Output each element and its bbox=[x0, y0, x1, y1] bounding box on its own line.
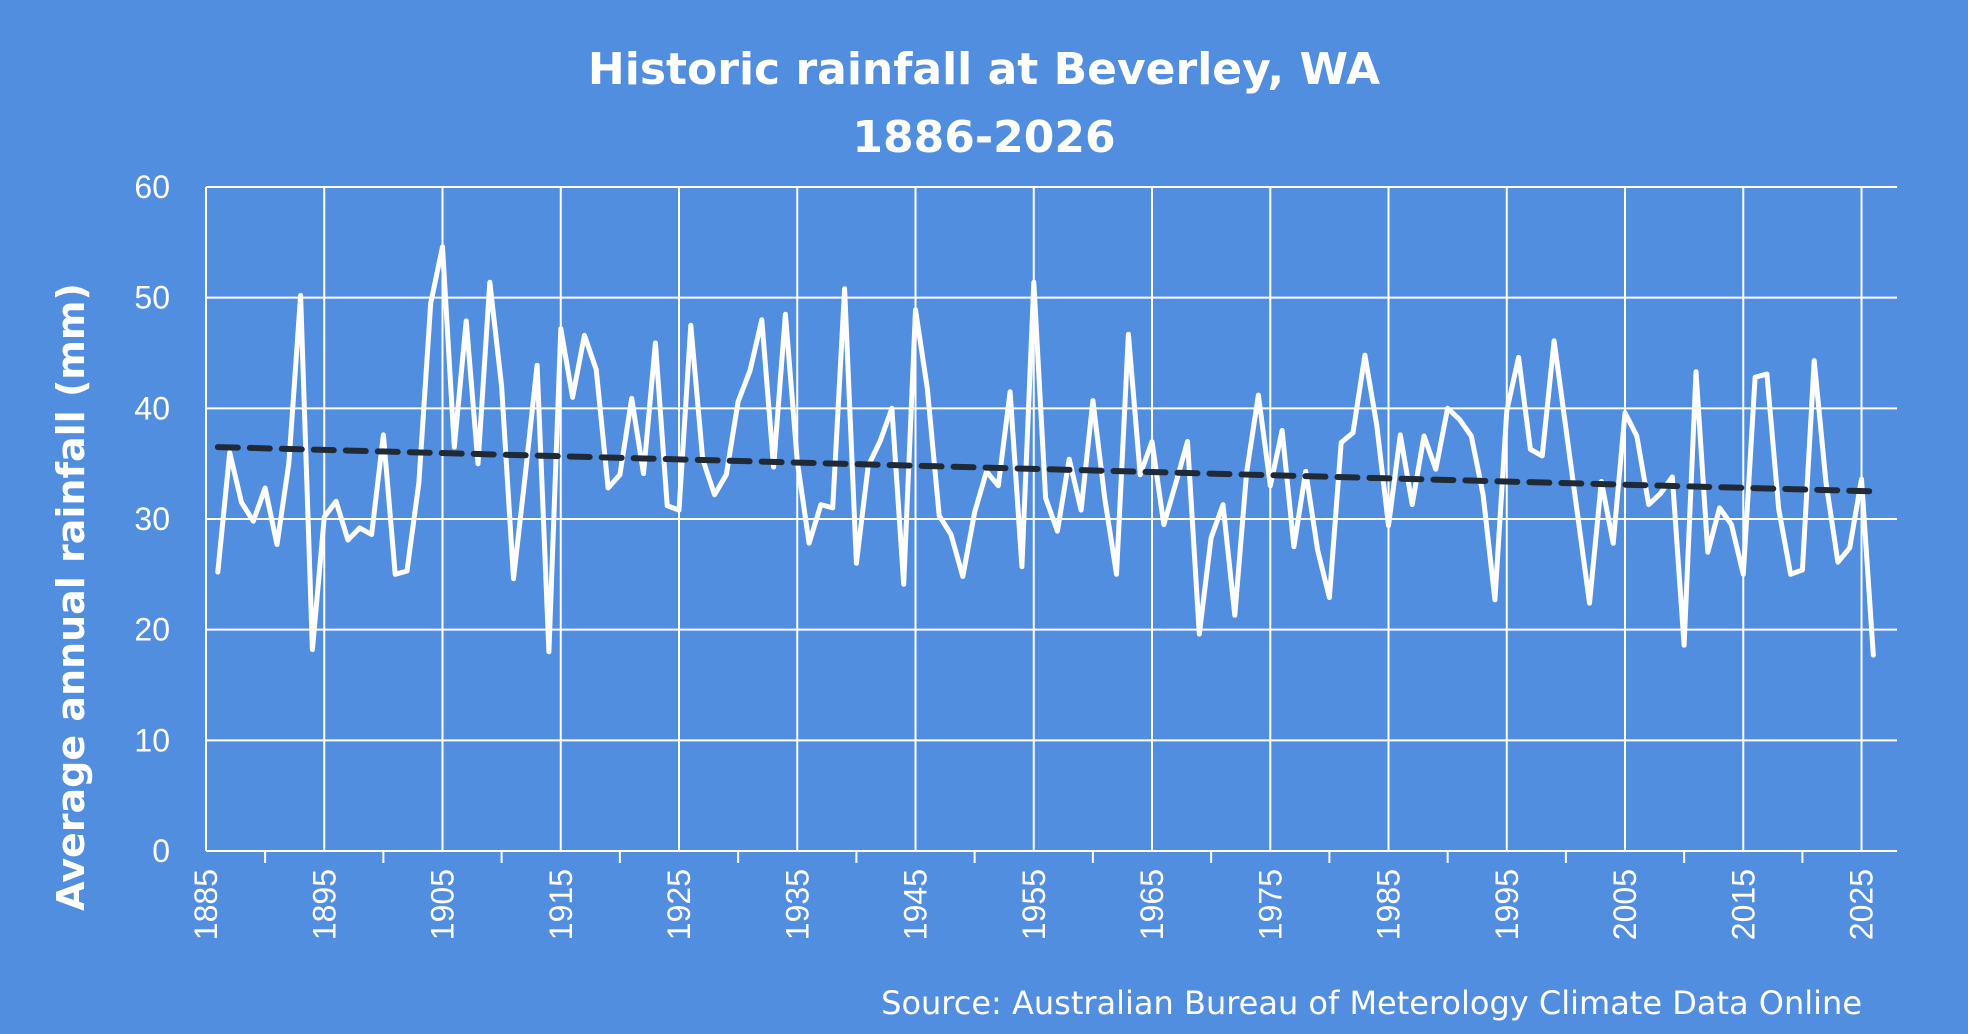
y-tick-label: 30 bbox=[134, 501, 170, 537]
series-layer bbox=[214, 244, 1877, 658]
chart-subtitle: 1886-2026 bbox=[852, 112, 1115, 163]
trend-line bbox=[214, 444, 1877, 495]
x-tick-label: 1935 bbox=[779, 869, 815, 940]
x-tick-label: 1975 bbox=[1252, 869, 1288, 940]
x-tick-label: 1985 bbox=[1371, 869, 1407, 940]
x-tick-label: 1925 bbox=[661, 869, 697, 940]
y-tick-label: 40 bbox=[134, 390, 170, 426]
x-tick-label: 1945 bbox=[898, 869, 934, 940]
x-axis-ticks: 1885 1895 1905 1915 1925 1935 1945 1955 1965 1975… bbox=[188, 869, 1880, 940]
y-tick-label: 10 bbox=[134, 722, 170, 758]
y-axis-label: Average annual rainfall (mm) bbox=[49, 283, 93, 911]
chart-title: Historic rainfall at Beverley, WA bbox=[588, 44, 1380, 95]
x-tick-label: 1995 bbox=[1489, 869, 1525, 940]
y-axis-ticks: 0 10 20 30 40 50 60 bbox=[134, 169, 170, 869]
x-tick-label: 1885 bbox=[188, 869, 224, 940]
y-tick-label: 20 bbox=[134, 612, 170, 648]
x-tick-label: 1915 bbox=[543, 869, 579, 940]
x-tick-label: 2025 bbox=[1844, 869, 1880, 940]
x-tick-label: 1895 bbox=[306, 869, 342, 940]
rainfall-series-line bbox=[215, 244, 1876, 658]
y-tick-label: 50 bbox=[134, 280, 170, 316]
source-note: Source: Australian Bureau of Meterology … bbox=[881, 984, 1862, 1022]
x-tick-label: 1965 bbox=[1134, 869, 1170, 940]
y-tick-label: 60 bbox=[134, 169, 170, 205]
gridlines bbox=[205, 186, 1897, 863]
y-tick-label: 0 bbox=[152, 833, 170, 869]
x-tick-label: 2015 bbox=[1725, 869, 1761, 940]
x-tick-label: 1955 bbox=[1016, 869, 1052, 940]
x-tick-label: 2005 bbox=[1607, 869, 1643, 940]
x-tick-label: 1905 bbox=[425, 869, 461, 940]
